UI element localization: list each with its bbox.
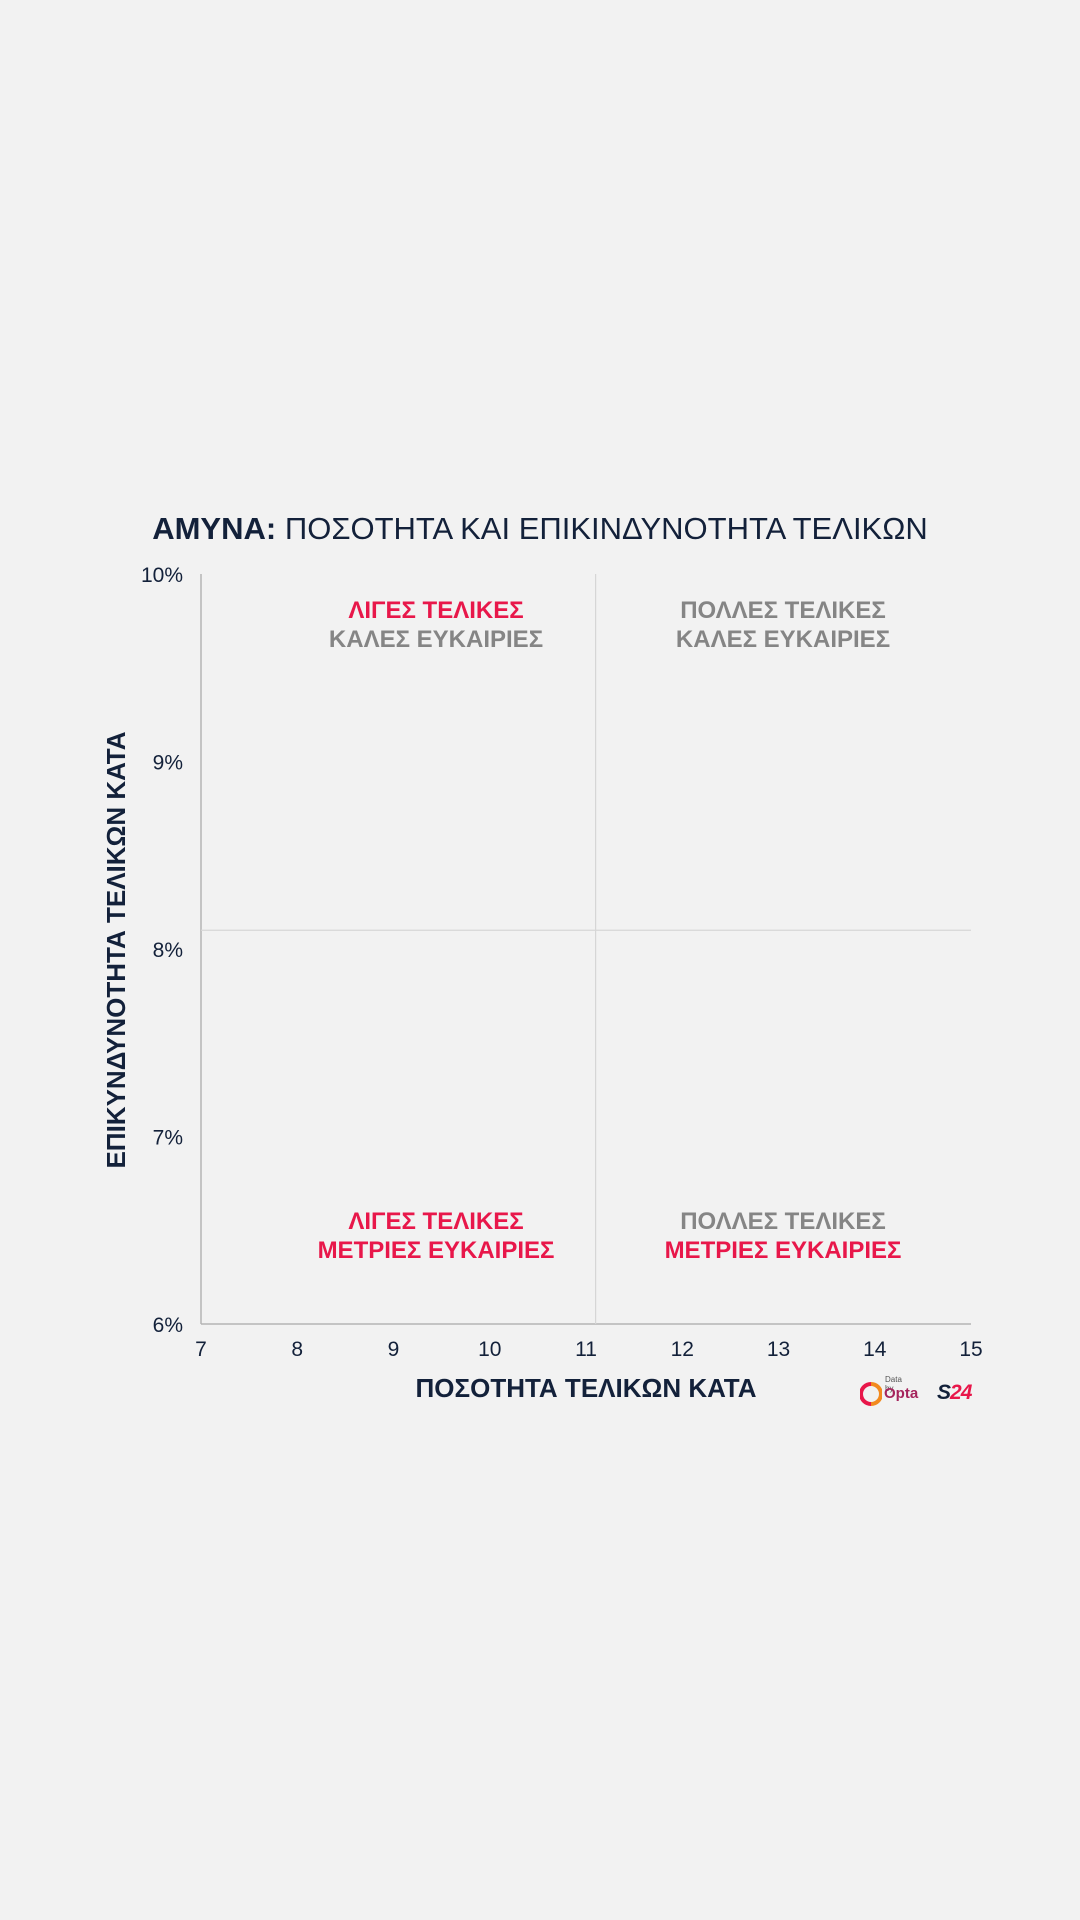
quadrant-top-right-label: ΠΟΛΛΕΣ ΤΕΛΙΚΕΣ ΚΑΛΕΣ ΕΥΚΑΙΡΙΕΣ (603, 596, 963, 654)
quadrant-top-right-line1: ΠΟΛΛΕΣ ΤΕΛΙΚΕΣ (680, 597, 886, 624)
opta-wordmark: Opta (884, 1385, 919, 1402)
quadrant-top-left-line1: ΛΙΓΕΣ ΤΕΛΙΚΕΣ (348, 597, 524, 624)
quadrant-top-left-line2: ΚΑΛΕΣ ΕΥΚΑΙΡΙΕΣ (328, 626, 544, 653)
opta-mark-icon (860, 1382, 882, 1406)
s24-logo: S24 (937, 1381, 972, 1405)
x-tick-label: 12 (671, 1338, 694, 1361)
title-bold: ΑΜΥΝΑ: (152, 511, 277, 546)
y-tick-label: 9% (153, 752, 183, 775)
y-tick-label: 6% (153, 1314, 183, 1337)
quadrant-top-left-label: ΛΙΓΕΣ ΤΕΛΙΚΕΣ ΚΑΛΕΣ ΕΥΚΑΙΡΙΕΣ (256, 596, 616, 654)
chart-title: ΑΜΥΝΑ: ΠΟΣΟΤΗΤΑ ΚΑΙ ΕΠΙΚΙΝΔΥΝΟΤΗΤΑ ΤΕΛΙΚ… (0, 511, 1080, 547)
x-tick-label: 10 (478, 1338, 501, 1361)
x-tick-label: 14 (863, 1338, 887, 1361)
quadrant-bottom-left-line1: ΛΙΓΕΣ ΤΕΛΙΚΕΣ (348, 1208, 524, 1235)
x-tick-label: 9 (388, 1338, 400, 1361)
quadrant-bottom-right-label: ΠΟΛΛΕΣ ΤΕΛΙΚΕΣ ΜΕΤΡΙΕΣ ΕΥΚΑΙΡΙΕΣ (603, 1207, 963, 1265)
s24-logo-s: S (937, 1381, 951, 1404)
y-tick-label: 7% (153, 1127, 183, 1150)
x-tick-label: 11 (575, 1338, 597, 1361)
quadrant-bottom-left-label: ΛΙΓΕΣ ΤΕΛΙΚΕΣ ΜΕΤΡΙΕΣ ΕΥΚΑΙΡΙΕΣ (256, 1207, 616, 1265)
x-tick-label: 13 (767, 1338, 790, 1361)
y-tick-label: 10% (141, 564, 183, 587)
quadrant-bottom-right-line1: ΠΟΛΛΕΣ ΤΕΛΙΚΕΣ (680, 1208, 886, 1235)
quadrant-top-right-line2: ΚΑΛΕΣ ΕΥΚΑΙΡΙΕΣ (675, 626, 891, 653)
quadrant-bottom-right-line2: ΜΕΤΡΙΕΣ ΕΥΚΑΙΡΙΕΣ (664, 1237, 902, 1264)
title-rest: ΠΟΣΟΤΗΤΑ ΚΑΙ ΕΠΙΚΙΝΔΥΝΟΤΗΤΑ ΤΕΛΙΚΩΝ (276, 511, 928, 546)
x-tick-label: 7 (195, 1338, 207, 1361)
s24-logo-24: 24 (950, 1381, 972, 1404)
x-tick-label: 8 (291, 1338, 303, 1361)
y-axis-label: ΕΠΙΚΥΝΔΥΝΟΤΗΤΑ ΤΕΛΙΚΩΝ ΚΑΤΑ (101, 731, 131, 1168)
x-axis-label: ΠΟΣΟΤΗΤΑ ΤΕΛΙΚΩΝ ΚΑΤΑ (416, 1373, 757, 1403)
quadrant-bottom-left-line2: ΜΕΤΡΙΕΣ ΕΥΚΑΙΡΙΕΣ (317, 1237, 555, 1264)
opta-data-by: Data by (885, 1375, 902, 1393)
x-tick-label: 15 (959, 1338, 982, 1361)
y-tick-label: 8% (153, 939, 183, 962)
